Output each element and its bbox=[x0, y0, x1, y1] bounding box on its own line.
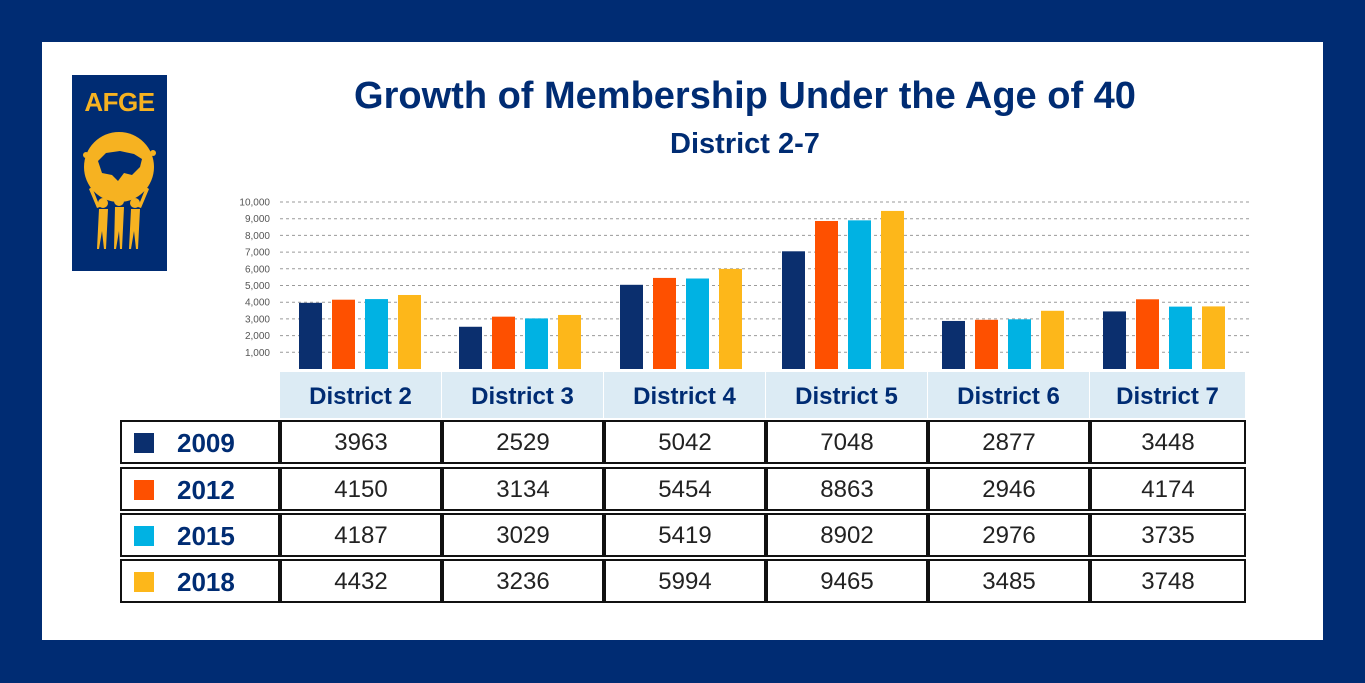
table-cell: 3735 bbox=[1090, 513, 1246, 557]
y-tick-label: 5,000 bbox=[245, 281, 270, 292]
chart-title: Growth of Membership Under the Age of 40 bbox=[354, 75, 1136, 117]
bar-2018-district-4 bbox=[719, 268, 742, 369]
column-header-district-4: District 4 bbox=[604, 372, 766, 418]
logo-text: AFGE bbox=[84, 87, 155, 117]
bar-2012-district-4 bbox=[653, 277, 676, 369]
bar-2018-district-7 bbox=[1202, 306, 1225, 369]
legend-year-2018: 2018 bbox=[177, 567, 235, 597]
table-cell: 3134 bbox=[442, 467, 604, 511]
table-cell: 2976 bbox=[928, 513, 1090, 557]
legend-year-2012: 2012 bbox=[177, 475, 235, 505]
table-cell: 5454 bbox=[604, 467, 766, 511]
legend-year-2009: 2009 bbox=[177, 428, 235, 458]
bar-2018-district-5 bbox=[881, 210, 904, 369]
y-tick-label: 4,000 bbox=[245, 298, 270, 309]
bar-2018-district-6 bbox=[1041, 310, 1064, 369]
bar-2009-district-2 bbox=[299, 302, 322, 369]
table-cell: 3485 bbox=[928, 559, 1090, 603]
table-cell: 4187 bbox=[280, 513, 442, 557]
table-cell: 5419 bbox=[604, 513, 766, 557]
column-header-district-7: District 7 bbox=[1090, 372, 1246, 418]
legend-year-2015: 2015 bbox=[177, 521, 235, 551]
table-cell: 4150 bbox=[280, 467, 442, 511]
y-tick-label: 9,000 bbox=[245, 214, 270, 225]
bar-2009-district-4 bbox=[620, 284, 643, 369]
bar-2009-district-7 bbox=[1103, 311, 1126, 369]
bar-2015-district-2 bbox=[365, 299, 388, 369]
bar-2012-district-7 bbox=[1136, 299, 1159, 369]
legend-swatch-2018 bbox=[134, 572, 154, 592]
table-cell: 3029 bbox=[442, 513, 604, 557]
legend-cell-2012: 2012 bbox=[120, 467, 280, 511]
table-cell: 5042 bbox=[604, 420, 766, 464]
table-cell: 2946 bbox=[928, 467, 1090, 511]
table-cell: 3236 bbox=[442, 559, 604, 603]
table-cell: 7048 bbox=[766, 420, 928, 464]
bar-2018-district-2 bbox=[398, 294, 421, 369]
bar-2015-district-6 bbox=[1008, 319, 1031, 369]
afge-logo: AFGE bbox=[72, 75, 167, 271]
column-header-district-2: District 2 bbox=[280, 372, 442, 418]
y-tick-label: 2,000 bbox=[245, 331, 270, 342]
y-tick-label: 1,000 bbox=[245, 348, 270, 359]
bar-2012-district-2 bbox=[332, 299, 355, 369]
y-tick-label: 10,000 bbox=[239, 198, 270, 209]
legend-cell-2018: 2018 bbox=[120, 559, 280, 603]
bar-2009-district-3 bbox=[459, 326, 482, 369]
y-tick-label: 6,000 bbox=[245, 264, 270, 275]
legend-swatch-2015 bbox=[134, 526, 154, 546]
table-cell: 9465 bbox=[766, 559, 928, 603]
legend-cell-2009: 2009 bbox=[120, 420, 280, 464]
legend-swatch-2012 bbox=[134, 480, 154, 500]
table-cell: 4432 bbox=[280, 559, 442, 603]
bar-2012-district-6 bbox=[975, 319, 998, 369]
table-cell: 3963 bbox=[280, 420, 442, 464]
column-header-district-3: District 3 bbox=[442, 372, 604, 418]
table-cell: 2529 bbox=[442, 420, 604, 464]
logo-emblem-icon bbox=[83, 132, 156, 249]
bar-2015-district-3 bbox=[525, 318, 548, 369]
y-tick-label: 8,000 bbox=[245, 231, 270, 242]
chart-subtitle: District 2-7 bbox=[670, 128, 820, 160]
bar-2009-district-5 bbox=[782, 251, 805, 369]
table-cell: 4174 bbox=[1090, 467, 1246, 511]
table-cell: 8863 bbox=[766, 467, 928, 511]
bar-2015-district-7 bbox=[1169, 306, 1192, 369]
table-cell: 3748 bbox=[1090, 559, 1246, 603]
bar-2018-district-3 bbox=[558, 314, 581, 369]
table-cell: 8902 bbox=[766, 513, 928, 557]
column-header-district-6: District 6 bbox=[928, 372, 1090, 418]
bar-2009-district-6 bbox=[942, 320, 965, 369]
bar-chart: 1,000 2,000 3,000 4,000 5,000 6,000 7,000 8,000… bbox=[239, 198, 1252, 369]
bar-2012-district-5 bbox=[815, 220, 838, 369]
y-tick-label: 7,000 bbox=[245, 248, 270, 259]
legend-swatch-2009 bbox=[134, 433, 154, 453]
bar-2012-district-3 bbox=[492, 316, 515, 369]
table-cell: 3448 bbox=[1090, 420, 1246, 464]
bar-2015-district-5 bbox=[848, 220, 871, 369]
bar-2015-district-4 bbox=[686, 278, 709, 369]
column-header-district-5: District 5 bbox=[766, 372, 928, 418]
legend-cell-2015: 2015 bbox=[120, 513, 280, 557]
table-cell: 2877 bbox=[928, 420, 1090, 464]
y-tick-label: 3,000 bbox=[245, 314, 270, 325]
table-cell: 5994 bbox=[604, 559, 766, 603]
